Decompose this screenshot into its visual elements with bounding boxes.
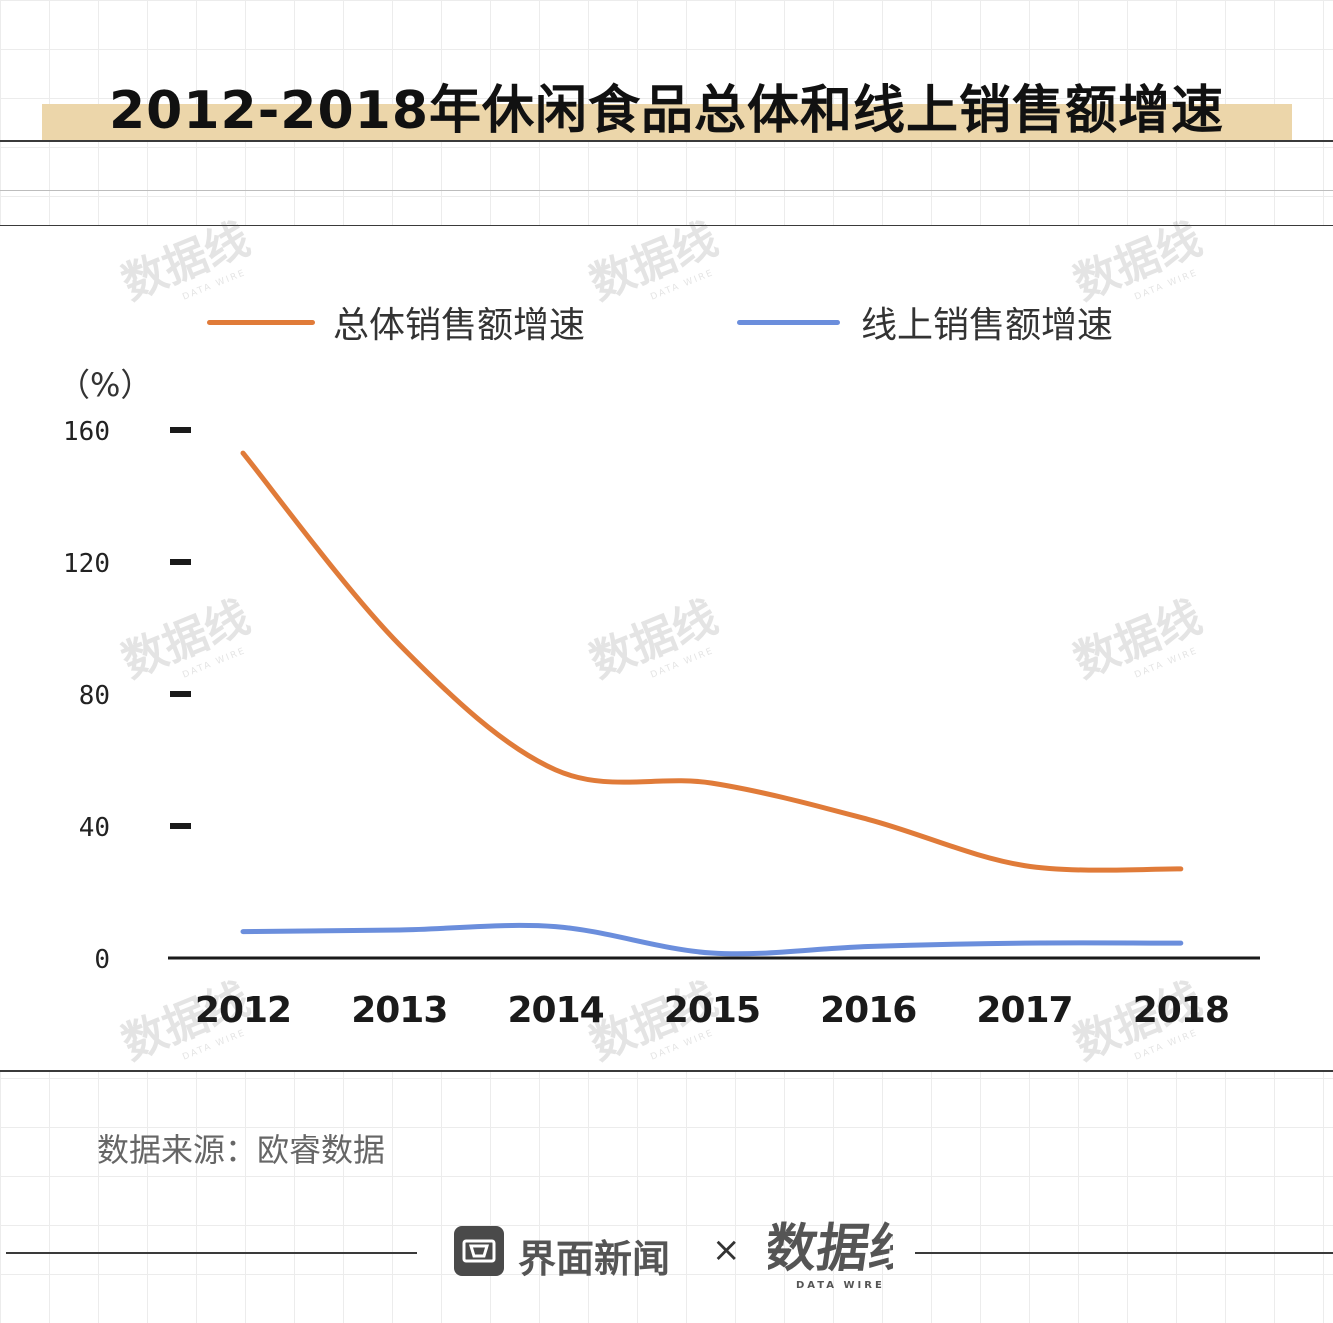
data-wire-logo-text: 数据线 — [768, 1219, 893, 1279]
title-rule — [0, 140, 1333, 142]
collab-separator: × — [712, 1230, 741, 1270]
chart-title: 2012-2018年休闲食品总体和线上销售额增速 — [108, 81, 1225, 141]
legend-swatch-online — [737, 320, 840, 325]
data-source: 数据来源：欧睿数据 — [97, 1131, 386, 1169]
title-highlight-band — [42, 104, 1292, 140]
legend-label-online: 线上销售额增速 — [861, 305, 1114, 346]
x-tick-label: 2015 — [664, 990, 760, 1031]
y-tick-label: 40 — [79, 813, 110, 843]
x-tick-label: 2014 — [507, 990, 603, 1031]
y-tick-mark — [170, 691, 191, 697]
y-tick-mark — [170, 823, 191, 829]
x-tick-label: 2016 — [820, 990, 916, 1031]
chart-panel — [0, 226, 1333, 1071]
series-line-0 — [240, 450, 1184, 873]
data-wire-logo-sub: DATA WIRE — [796, 1280, 885, 1291]
legend-swatch-total — [207, 320, 315, 325]
x-tick-label: 2012 — [195, 990, 291, 1031]
chart-bottom-rule — [0, 1070, 1333, 1072]
y-tick-label: 80 — [79, 681, 110, 711]
y-tick-label: 0 — [94, 945, 110, 975]
grid-divider — [0, 190, 1333, 191]
legend-label-total: 总体销售额增速 — [333, 305, 586, 346]
jiemian-logo-icon — [454, 1226, 504, 1276]
y-tick-mark — [170, 427, 191, 433]
y-tick-mark — [170, 559, 191, 565]
y-tick-label: 160 — [63, 417, 110, 447]
jiemian-brand-name: 界面新闻 — [518, 1237, 671, 1281]
y-axis-unit: （%） — [58, 366, 153, 404]
footer-line-left — [6, 1252, 417, 1254]
series-line-1 — [240, 922, 1184, 957]
y-tick-label: 120 — [63, 549, 110, 579]
x-tick-label: 2017 — [976, 990, 1072, 1031]
data-wire-logo: 数据线 DATA WIRE — [761, 1214, 925, 1298]
x-tick-label: 2018 — [1133, 990, 1229, 1031]
footer-line-right — [915, 1252, 1333, 1254]
x-tick-label: 2013 — [351, 990, 447, 1031]
